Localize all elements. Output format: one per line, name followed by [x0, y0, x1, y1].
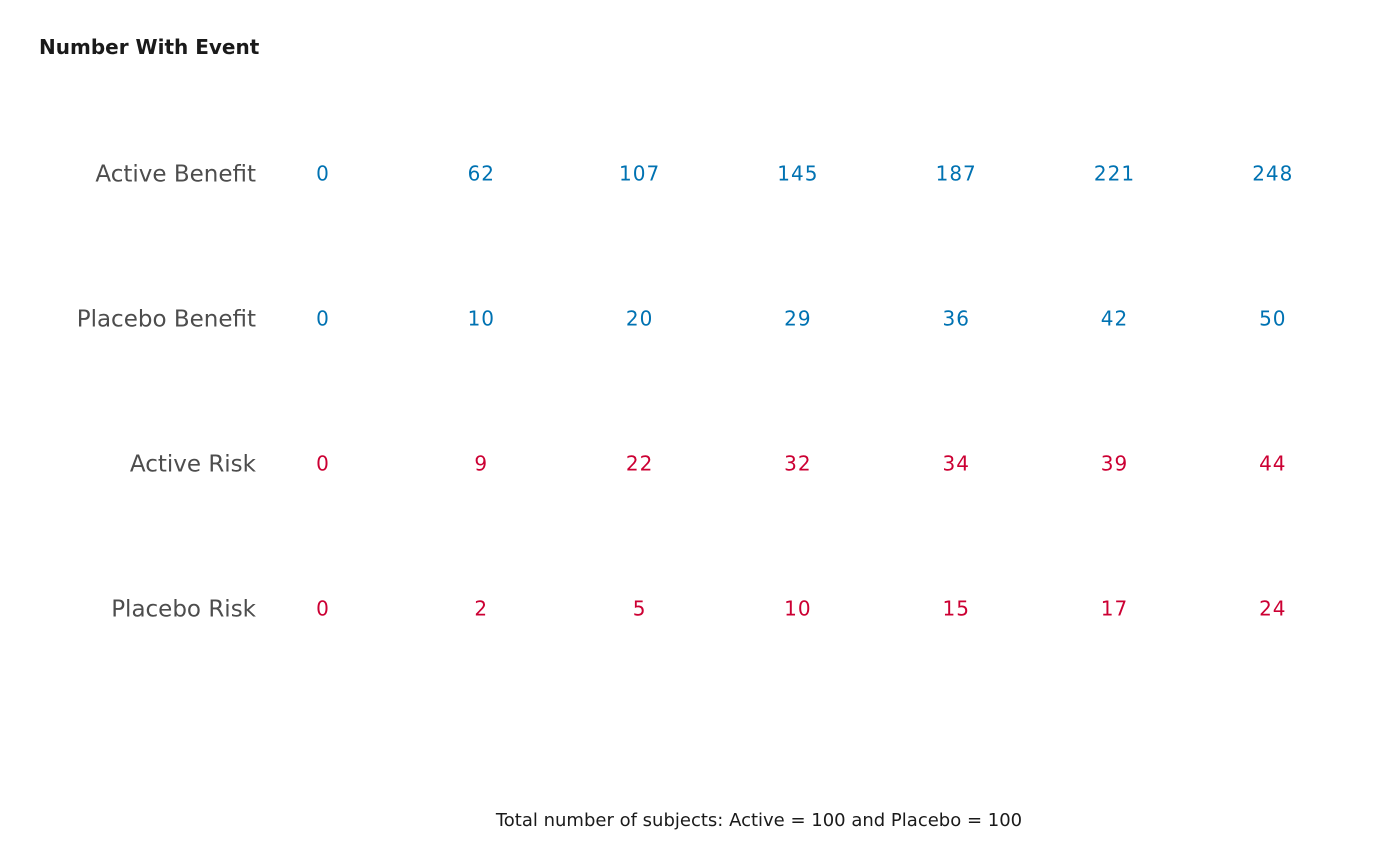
cell-active-risk-2: 22	[626, 452, 653, 476]
cell-active-benefit-1: 62	[468, 162, 495, 186]
cell-active-risk-0: 0	[316, 452, 330, 476]
row-label-active-benefit: Active Benefit	[95, 162, 256, 188]
cell-placebo-benefit-5: 42	[1101, 307, 1128, 331]
cell-active-risk-1: 9	[474, 452, 488, 476]
cell-placebo-risk-6: 24	[1259, 597, 1286, 621]
row-label-placebo-benefit: Placebo Benefit	[77, 307, 256, 333]
cell-active-risk-6: 44	[1259, 452, 1286, 476]
table-title: Number With Event	[39, 35, 260, 59]
cell-placebo-risk-3: 10	[784, 597, 811, 621]
cell-active-risk-3: 32	[784, 452, 811, 476]
cell-placebo-risk-1: 2	[474, 597, 488, 621]
cell-placebo-risk-0: 0	[316, 597, 330, 621]
row-label-active-risk: Active Risk	[130, 452, 257, 478]
cell-placebo-benefit-2: 20	[626, 307, 653, 331]
cell-active-benefit-6: 248	[1252, 162, 1293, 186]
table-rows: Active Benefit 0 62 107 145 187 221 248 Placebo …	[77, 162, 1293, 623]
cell-active-benefit-4: 187	[936, 162, 977, 186]
cell-active-risk-5: 39	[1101, 452, 1128, 476]
cell-active-benefit-0: 0	[316, 162, 330, 186]
cell-placebo-risk-4: 15	[942, 597, 969, 621]
cell-placebo-benefit-3: 29	[784, 307, 811, 331]
subjects-caption: Total number of subjects: Active = 100 a…	[495, 810, 1022, 831]
cell-active-benefit-2: 107	[619, 162, 660, 186]
cell-placebo-risk-5: 17	[1101, 597, 1128, 621]
cell-placebo-benefit-0: 0	[316, 307, 330, 331]
cell-active-benefit-3: 145	[777, 162, 818, 186]
cell-placebo-benefit-6: 50	[1259, 307, 1286, 331]
cell-placebo-benefit-1: 10	[468, 307, 495, 331]
cell-placebo-benefit-4: 36	[942, 307, 969, 331]
cell-active-risk-4: 34	[942, 452, 969, 476]
cell-placebo-risk-2: 5	[633, 597, 647, 621]
row-label-placebo-risk: Placebo Risk	[111, 597, 256, 623]
cell-active-benefit-5: 221	[1094, 162, 1135, 186]
